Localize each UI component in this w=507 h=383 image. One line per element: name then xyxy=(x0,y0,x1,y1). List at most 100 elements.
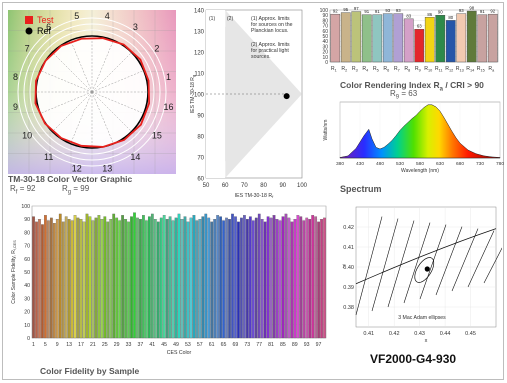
cri-value-label: 63 xyxy=(417,24,422,29)
fidelity-bar xyxy=(204,213,208,339)
fidelity-bar xyxy=(97,215,101,339)
macadam-xtick: 0.42 xyxy=(389,331,400,337)
macadam-panel: 0.41 0.42 0.43 0.44 0.45 0.38 0.39 0.40 0.41 0.42… xyxy=(338,205,507,350)
fidelity-bar xyxy=(139,219,142,339)
hue-bin-label: 10 xyxy=(22,130,32,140)
fidelity-bar xyxy=(272,215,276,339)
fidelity-bar xyxy=(234,216,237,339)
cri-category-label: R7 xyxy=(394,66,400,73)
rf-rg-xtick: 100 xyxy=(297,183,308,189)
fidelity-xtick: 1 xyxy=(32,342,35,348)
hue-bin-label: 5 xyxy=(74,11,79,21)
cri-value-label: 91 xyxy=(364,9,369,14)
fidelity-bar xyxy=(287,217,291,339)
fidelity-bar xyxy=(109,219,113,339)
fidelity-bar xyxy=(263,221,267,339)
hue-bin-label: 15 xyxy=(152,130,162,140)
spectrum-xtick: 430 xyxy=(356,161,364,167)
macadam-xtick: 0.45 xyxy=(465,331,476,337)
fidelity-bar xyxy=(156,221,160,339)
cri-condition: / CRI > 90 xyxy=(445,80,484,90)
cri-value-label: 92 xyxy=(333,9,338,14)
cri-category-label: R14 xyxy=(466,66,474,73)
cri-ytick: 80 xyxy=(322,18,328,24)
fidelity-bar xyxy=(88,216,92,339)
isotherm-line xyxy=(371,218,399,312)
spectrum-xtick: 780 xyxy=(496,161,504,167)
fidelity-xtick: 53 xyxy=(185,342,191,348)
test-gamut-line xyxy=(34,37,151,148)
rf-rg-ytick: 60 xyxy=(197,177,204,183)
cri-ytick: 100 xyxy=(320,8,329,14)
fidelity-bar xyxy=(222,220,225,339)
fidelity-bar xyxy=(240,217,243,339)
fidelity-bar xyxy=(305,217,309,339)
fidelity-bar xyxy=(73,215,77,339)
fidelity-xtick: 5 xyxy=(44,342,47,348)
cri-category-label: R10 xyxy=(424,66,432,73)
fidelity-bar xyxy=(91,220,95,339)
vector-spoke xyxy=(52,91,93,132)
fidelity-xtick: 77 xyxy=(256,342,262,348)
fidelity-xtick: 81 xyxy=(268,342,274,348)
cri-value-label: 93 xyxy=(385,8,390,13)
vector-spoke xyxy=(91,91,144,114)
fidelity-bar xyxy=(106,221,110,339)
cri-category-label: R2 xyxy=(341,66,347,73)
cri-category-label: R3 xyxy=(352,66,358,73)
fidelity-xtick: 33 xyxy=(126,342,132,348)
fidelity-bar xyxy=(198,219,202,339)
fidelity-bar xyxy=(162,215,166,339)
fidelity-bar xyxy=(85,213,89,339)
fidelity-bar xyxy=(269,217,273,339)
fidelity-bar xyxy=(225,217,228,339)
cri-category-label: R8 xyxy=(404,66,410,73)
fidelity-bar xyxy=(121,215,124,339)
cri-value-label: 92 xyxy=(490,9,495,14)
fidelity-xtick: 73 xyxy=(244,342,250,348)
cri-bar xyxy=(487,13,498,63)
fidelity-xtick: 49 xyxy=(173,342,179,348)
hue-bin-label: 3 xyxy=(133,22,138,32)
fidelity-bar xyxy=(260,219,264,339)
fidelity-bar xyxy=(186,221,190,339)
isotherm-line xyxy=(403,222,431,304)
cri-bar xyxy=(351,11,362,63)
fidelity-ytick: 50 xyxy=(24,270,30,276)
spectrum-xtick: 680 xyxy=(456,161,464,167)
fidelity-xtick: 45 xyxy=(161,342,167,348)
fidelity-bar xyxy=(44,215,47,339)
cri-category-label: R1 xyxy=(331,66,337,73)
cri-bar xyxy=(403,18,414,63)
cri-ytick: 90 xyxy=(322,13,328,19)
fidelity-xtick: 65 xyxy=(221,342,227,348)
macadam-xlabel: x xyxy=(425,338,428,344)
rf-rg-xlabel: IES TM-30-18 Rf xyxy=(235,193,274,199)
cri-category-label: R12 xyxy=(445,66,453,73)
fidelity-bar xyxy=(189,217,193,339)
fidelity-bar xyxy=(145,220,148,339)
fidelity-bar xyxy=(94,217,98,339)
cri-bar xyxy=(372,14,383,63)
fidelity-xtick: 57 xyxy=(197,342,203,348)
rf-rg-ytick: 140 xyxy=(194,9,205,15)
vector-ring xyxy=(29,29,155,155)
cri-bar xyxy=(435,14,446,63)
cri-ytick: 0 xyxy=(325,60,328,66)
spectrum-xtick: 480 xyxy=(376,161,384,167)
fidelity-bar xyxy=(165,219,169,339)
fidelity-bar xyxy=(61,221,65,339)
vector-spoke xyxy=(91,52,132,93)
fidelity-bar xyxy=(290,221,294,339)
cri-value-label: 91 xyxy=(480,9,485,14)
cri-bar xyxy=(456,13,467,63)
rf-rg-xtick: 60 xyxy=(222,183,229,189)
rf-metric: Rf = 92 xyxy=(10,184,36,196)
cri-ytick: 20 xyxy=(322,50,328,56)
cri-value-label: 91 xyxy=(375,9,380,14)
cri-bar xyxy=(382,13,393,63)
rf-rg-xtick: 70 xyxy=(241,183,248,189)
cri-bar xyxy=(330,13,341,63)
cri-sub: a xyxy=(439,86,444,93)
isotherm-line xyxy=(419,224,447,300)
